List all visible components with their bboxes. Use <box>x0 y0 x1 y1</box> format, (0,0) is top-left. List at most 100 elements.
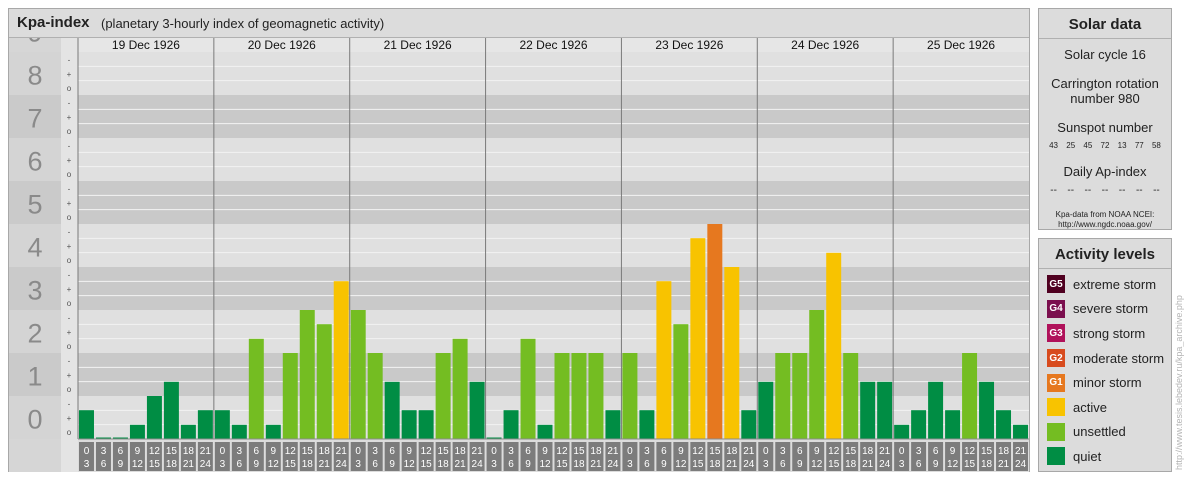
y-subtick-label: + <box>67 70 72 79</box>
hour-block <box>129 442 145 471</box>
kpa-chart-panel: Kpa-index (planetary 3-hourly index of g… <box>8 8 1030 472</box>
source-watermark: http://www.tesis.lebedev.ru/kpa_archive.… <box>1174 295 1184 470</box>
activity-level-label: active <box>1073 399 1107 415</box>
hour-end-label: 21 <box>455 459 467 470</box>
hour-start-label: 21 <box>1015 446 1027 457</box>
hour-block <box>452 442 468 471</box>
kp-bar <box>962 353 978 439</box>
hour-end-label: 3 <box>84 459 90 470</box>
y-tick-label: 6 <box>27 147 42 177</box>
kp-bar <box>401 410 417 439</box>
kp-bar <box>928 381 944 439</box>
carrington-line1: Carrington rotation <box>1051 76 1159 91</box>
sunspot-value: 77 <box>1134 141 1144 150</box>
activity-level-label: quiet <box>1073 448 1102 464</box>
hour-start-label: 9 <box>406 446 412 457</box>
hour-end-label: 9 <box>797 459 803 470</box>
hour-end-label: 24 <box>472 459 484 470</box>
kp-bar <box>724 267 740 439</box>
carrington-rotation: Carrington rotation number 980 <box>1039 76 1171 106</box>
kp-bar <box>979 381 995 439</box>
y-subtick-label: o <box>67 256 72 265</box>
hour-start-label: 6 <box>661 446 667 457</box>
hour-block <box>503 442 519 471</box>
hour-end-label: 6 <box>780 459 786 470</box>
y-subtick-label: o <box>67 84 72 93</box>
hour-start-label: 12 <box>828 446 840 457</box>
activity-level-label: severe storm <box>1073 301 1149 317</box>
hour-start-label: 21 <box>743 446 755 457</box>
activity-level-item: G2 moderate storm <box>1039 346 1171 371</box>
kp-bar <box>707 224 723 439</box>
day-header-band <box>78 38 1029 52</box>
kp-band <box>78 310 1029 353</box>
hour-block <box>826 442 842 471</box>
hour-start-label: 3 <box>101 446 107 457</box>
kp-bar <box>605 410 621 439</box>
kp-bar <box>180 424 196 439</box>
kp-bar <box>622 353 638 439</box>
activity-level-item: unsettled <box>1039 420 1171 445</box>
hour-end-label: 24 <box>879 459 891 470</box>
hour-block <box>673 442 689 471</box>
activity-level-label: minor storm <box>1073 375 1142 391</box>
hour-start-label: 18 <box>726 446 738 457</box>
hour-start-label: 12 <box>285 446 297 457</box>
activity-level-swatch: G3 <box>1047 324 1065 343</box>
hour-end-label: 9 <box>525 459 531 470</box>
ap-index-value: -- <box>1050 185 1057 196</box>
hour-end-label: 15 <box>149 459 161 470</box>
hour-block <box>537 442 553 471</box>
kp-label-band <box>9 267 61 310</box>
hour-block <box>741 442 757 471</box>
y-subtick-label: - <box>68 141 71 150</box>
kp-bar <box>894 424 910 439</box>
hour-start-label: 0 <box>220 446 226 457</box>
kp-bar <box>945 410 961 439</box>
y-subtick-label: + <box>67 328 72 337</box>
activity-level-item: G1 minor storm <box>1039 370 1171 395</box>
activity-level-item: active <box>1039 395 1171 420</box>
hour-start-label: 15 <box>573 446 585 457</box>
hour-block <box>554 442 570 471</box>
kp-band <box>78 138 1029 181</box>
activity-levels-panel: Activity levels G5 extreme storm G4 severe … <box>1038 238 1172 472</box>
kp-bar <box>129 424 145 439</box>
hour-block <box>588 442 604 471</box>
kp-bar <box>214 410 230 439</box>
hour-end-label: 21 <box>862 459 874 470</box>
y-tick-label: 5 <box>27 190 42 220</box>
hour-end-label: 9 <box>661 459 667 470</box>
kp-bar <box>469 381 485 439</box>
hour-end-label: 15 <box>285 459 297 470</box>
hour-end-label: 18 <box>981 459 993 470</box>
solar-cycle: Solar cycle 16 <box>1064 47 1146 62</box>
hour-block <box>809 442 825 471</box>
hour-block <box>112 442 128 471</box>
kp-bar <box>741 410 757 439</box>
activity-level-label: moderate storm <box>1073 350 1165 366</box>
hour-block <box>690 442 706 471</box>
data-source-link[interactable]: http://www.ngdc.noaa.gov/ <box>1058 220 1152 229</box>
hour-block <box>469 442 485 471</box>
hour-end-label: 24 <box>336 459 348 470</box>
kp-bar <box>163 381 179 439</box>
y-subtick-label: - <box>68 313 71 322</box>
activity-levels-legend: G5 extreme storm G4 severe storm G3 strong st… <box>1039 269 1171 469</box>
hour-start-label: 9 <box>950 446 956 457</box>
y-subtick-label: - <box>68 184 71 193</box>
hour-block <box>180 442 196 471</box>
hour-start-label: 3 <box>916 446 922 457</box>
hour-block <box>571 442 587 471</box>
hour-start-label: 12 <box>421 446 433 457</box>
hour-start-label: 0 <box>763 446 769 457</box>
hour-end-label: 15 <box>556 459 568 470</box>
kp-bar <box>775 353 791 439</box>
solar-data-title: Solar data <box>1039 9 1171 39</box>
kp-bar <box>520 338 536 439</box>
hour-block <box>214 442 230 471</box>
hour-end-label: 12 <box>132 459 144 470</box>
kp-bar <box>792 353 808 439</box>
hour-start-label: 15 <box>302 446 314 457</box>
y-subtick-label: + <box>67 242 72 251</box>
